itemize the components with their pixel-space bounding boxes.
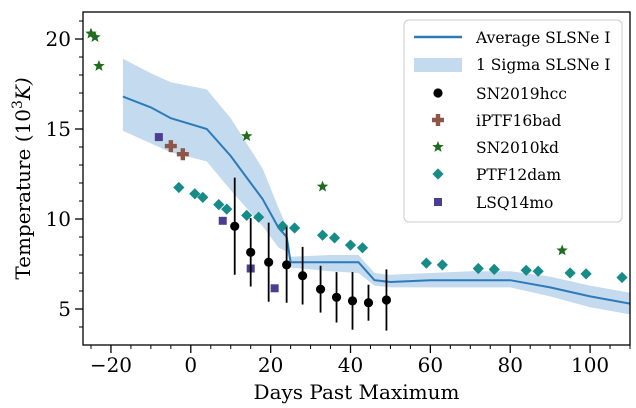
point-sn2019hcc <box>230 221 240 231</box>
x-tick-label--20: −20 <box>90 353 132 377</box>
point-ptf12dam <box>173 181 185 194</box>
legend-label-ptf12dam: PTF12dam <box>476 166 561 184</box>
point-sn2010kd <box>85 27 97 39</box>
point-ptf12dam <box>580 268 592 280</box>
average-line <box>122 95 630 305</box>
axes: −20 0 20 40 60 80 100 5 10 15 20 <box>46 20 631 377</box>
y-axis-label-suffix: K) <box>11 77 35 101</box>
point-ptf12dam <box>472 262 484 275</box>
y-tick-label-20: 20 <box>46 27 71 51</box>
x-tick-label-60: 60 <box>418 353 443 377</box>
point-sn2019hcc <box>331 292 342 302</box>
point-ptf12dam <box>197 191 209 203</box>
legend-markers <box>414 35 462 206</box>
point-sn2010kd <box>316 180 329 192</box>
point-iptf16bad <box>176 148 189 161</box>
legend-marker-ptf12dam <box>432 168 444 180</box>
point-ptf12dam <box>289 222 301 234</box>
plot-area <box>85 27 630 331</box>
legend-marker-sigma <box>414 58 462 72</box>
point-sn2019hcc <box>297 271 308 281</box>
point-lsq14mo <box>154 133 163 142</box>
plot-frame <box>82 11 631 346</box>
point-ptf12dam <box>328 232 341 244</box>
point-iptf16bad <box>164 140 177 153</box>
point-ptf12dam <box>213 199 225 211</box>
point-sn2010kd <box>93 60 105 71</box>
legend-marker-sn2010kd <box>432 141 444 152</box>
x-tick-label-100: 100 <box>571 353 609 377</box>
legend-label-average: Average SLSNe I <box>475 29 610 47</box>
legend: Average SLSNe I 1 Sigma SLSNe I SN2019hc… <box>403 19 623 223</box>
point-lsq14mo <box>218 216 227 225</box>
point-ptf12dam <box>532 265 544 277</box>
plot-clipped-group <box>85 27 630 331</box>
point-ptf12dam <box>436 259 448 271</box>
legend-marker-iptf16bad <box>432 114 444 126</box>
y-tick-label-15: 15 <box>46 117 71 141</box>
point-ptf12dam <box>221 203 233 215</box>
x-tick-label-40: 40 <box>338 353 363 377</box>
point-ptf12dam <box>253 211 265 223</box>
point-ptf12dam <box>488 263 500 275</box>
legend-marker-sn2019hcc <box>433 88 443 98</box>
point-ptf12dam <box>616 271 628 284</box>
point-sn2010kd <box>89 31 101 43</box>
point-sn2019hcc <box>347 296 358 306</box>
y-tick-label-5: 5 <box>58 297 71 321</box>
point-sn2019hcc <box>363 298 374 308</box>
x-tick-label-0: 0 <box>184 353 197 377</box>
point-sn2010kd <box>556 244 568 256</box>
point-sn2019hcc <box>282 260 292 270</box>
point-ptf12dam <box>189 188 201 200</box>
legend-label-iptf16bad: iPTF16bad <box>476 112 561 130</box>
point-ptf12dam <box>420 257 432 269</box>
point-sn2019hcc <box>246 247 256 257</box>
x-tick-label-20: 20 <box>258 353 283 377</box>
point-sn2019hcc <box>381 295 392 305</box>
point-ptf12dam <box>241 209 253 221</box>
point-ptf12dam <box>344 239 357 251</box>
legend-label-sn2019hcc: SN2019hcc <box>476 85 567 103</box>
y-axis-label-exponent: 3 <box>10 100 26 109</box>
x-tick-label-80: 80 <box>497 353 522 377</box>
legend-marker-lsq14mo <box>434 198 442 206</box>
point-ptf12dam <box>277 220 289 232</box>
x-axis-label: Days Past Maximum <box>254 380 460 404</box>
point-ptf12dam <box>564 267 576 279</box>
legend-label-sigma: 1 Sigma SLSNe I <box>476 56 610 74</box>
y-tick-label-10: 10 <box>46 207 71 231</box>
point-ptf12dam <box>356 242 369 254</box>
point-sn2019hcc <box>315 284 326 294</box>
point-ptf12dam <box>520 264 532 276</box>
sigma-band <box>122 58 630 315</box>
point-ptf12dam <box>316 229 329 241</box>
y-axis-label: Temperature (103K) <box>10 77 35 279</box>
point-lsq14mo <box>270 284 279 293</box>
legend-label-sn2010kd: SN2010kd <box>476 139 559 157</box>
point-sn2010kd <box>240 130 253 142</box>
y-axis-label-prefix: Temperature (10 <box>11 109 35 280</box>
legend-label-lsq14mo: LSQ14mo <box>476 194 553 212</box>
point-sn2019hcc <box>264 257 274 267</box>
